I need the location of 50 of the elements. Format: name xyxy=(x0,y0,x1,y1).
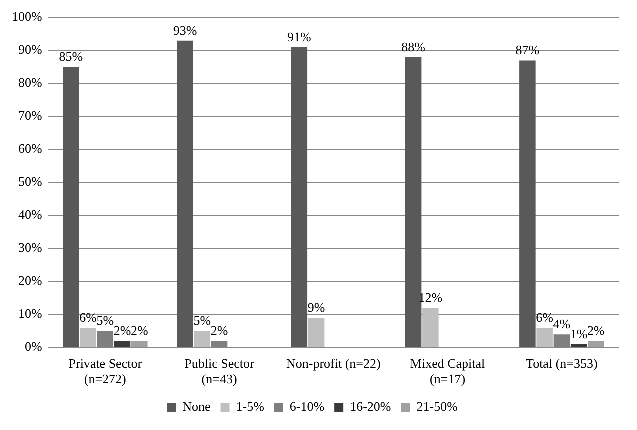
y-tick-label: 50% xyxy=(18,174,42,190)
legend-label: None xyxy=(182,398,211,414)
x-tick-label: Mixed Capital (n=17) xyxy=(410,356,486,387)
x-tick-label: Total (n=353) xyxy=(526,356,598,372)
data-label: 2% xyxy=(114,323,132,338)
bar xyxy=(536,328,553,348)
data-label: 5% xyxy=(194,313,212,328)
y-tick-label: 80% xyxy=(18,75,42,90)
y-tick-label: 10% xyxy=(18,306,42,322)
y-tick-label: 60% xyxy=(18,141,42,156)
data-label: 5% xyxy=(96,313,114,328)
data-label: 93% xyxy=(173,22,198,38)
x-tick-label: Private Sector (n=272) xyxy=(68,356,143,387)
legend-label: 21-50% xyxy=(416,398,458,414)
data-label: 6% xyxy=(80,310,98,325)
x-tick-label: Public Sector (n=43) xyxy=(184,356,256,387)
data-label: 4% xyxy=(553,316,571,332)
bar xyxy=(132,341,148,348)
bar xyxy=(80,328,96,348)
data-label: 9% xyxy=(308,300,326,316)
bar xyxy=(308,318,325,348)
data-label: 6% xyxy=(536,310,554,325)
bar xyxy=(570,344,588,348)
y-tick-label: 70% xyxy=(18,108,42,124)
bar xyxy=(194,331,211,348)
bar xyxy=(63,67,80,348)
bar xyxy=(177,40,194,348)
data-label: 2% xyxy=(588,323,605,338)
data-label: 2% xyxy=(130,323,148,338)
bar xyxy=(520,60,536,348)
legend-label: 6-10% xyxy=(290,398,325,414)
legend-label: 1-5% xyxy=(236,398,265,414)
y-tick-label: 30% xyxy=(18,240,42,256)
legend-label: 16-20% xyxy=(350,398,392,414)
bar xyxy=(291,48,308,348)
y-tick-label: 90% xyxy=(18,42,42,58)
data-label: 85% xyxy=(59,49,84,64)
x-tick-label: Non-profit (n=22) xyxy=(286,356,381,372)
data-label: 2% xyxy=(210,323,228,338)
data-label: 87% xyxy=(516,42,540,58)
bar xyxy=(422,308,439,348)
y-tick-label: 40% xyxy=(18,207,42,222)
y-tick-label: 20% xyxy=(18,273,42,288)
data-label: 91% xyxy=(288,29,312,44)
y-tick-label: 0% xyxy=(24,339,42,354)
bar xyxy=(588,341,604,348)
data-label: 88% xyxy=(402,39,426,54)
data-label: 1% xyxy=(570,326,588,342)
y-tick-label: 100% xyxy=(12,9,42,24)
bar xyxy=(114,341,131,348)
